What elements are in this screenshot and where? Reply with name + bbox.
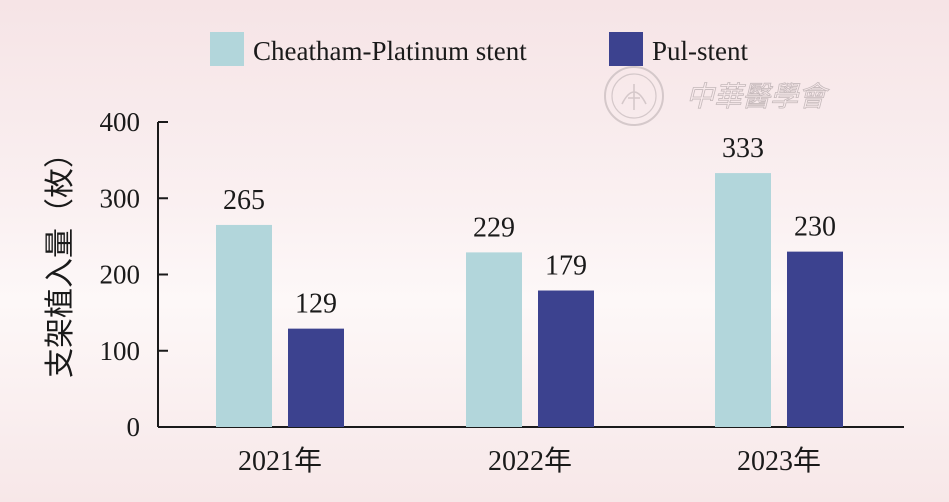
y-tick-label: 200 <box>100 260 141 290</box>
legend: Cheatham-Platinum stent Pul-stent <box>210 32 749 66</box>
axes: 0 100 200 300 400 <box>100 107 904 442</box>
y-tick-label: 0 <box>127 412 141 442</box>
watermark-text: 中華醫學會 <box>686 80 830 113</box>
bar <box>538 290 594 427</box>
legend-label: Cheatham-Platinum stent <box>253 36 527 66</box>
y-tick-label: 400 <box>100 107 141 137</box>
bar <box>288 328 344 427</box>
society-seal-icon <box>604 66 664 126</box>
legend-label: Pul-stent <box>652 36 749 66</box>
bar <box>787 251 843 427</box>
data-label: 229 <box>473 212 515 243</box>
bar <box>715 173 771 427</box>
y-axis-label: 支架植入量（枚） <box>43 138 78 378</box>
x-tick-label: 2021年 <box>238 445 322 477</box>
y-tick-label: 100 <box>100 336 141 366</box>
legend-swatch <box>609 32 643 66</box>
y-tick-label: 300 <box>100 183 141 213</box>
data-label: 179 <box>545 251 587 282</box>
data-label: 129 <box>295 289 337 320</box>
data-label: 230 <box>794 212 836 243</box>
bar <box>216 224 272 427</box>
legend-swatch <box>210 32 244 66</box>
x-tick-label: 2023年 <box>737 445 821 477</box>
data-label: 265 <box>223 185 265 216</box>
data-label: 333 <box>722 133 764 164</box>
x-tick-label: 2022年 <box>488 445 572 477</box>
bar <box>466 252 522 427</box>
bars: 265 129 2021年 229 179 2022年 333 230 2023年 <box>216 133 843 477</box>
